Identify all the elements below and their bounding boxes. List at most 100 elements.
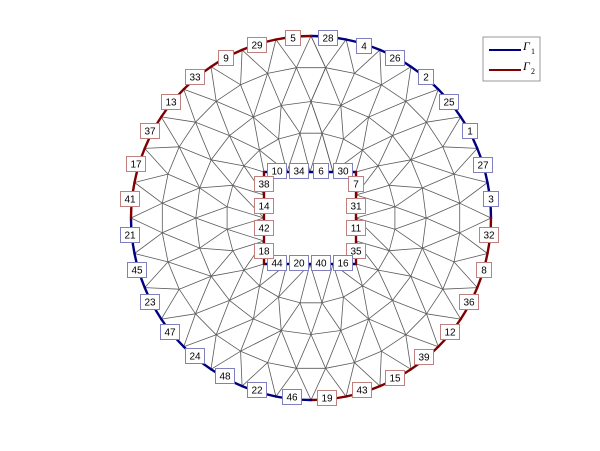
boundary-label-text: 31 [350, 202, 362, 213]
boundary-label-15: 15 [385, 370, 405, 386]
boundary-label-text: 27 [477, 161, 489, 172]
boundary-label-4: 4 [356, 38, 372, 54]
boundary-label-27: 27 [473, 157, 493, 173]
boundary-label-22: 22 [247, 382, 267, 398]
boundary-label-text: 35 [350, 247, 362, 258]
boundary-label-32: 32 [479, 227, 499, 243]
boundary-label-text: 12 [444, 328, 456, 339]
boundary-label-text: 23 [144, 298, 156, 309]
boundary-label-31: 31 [346, 198, 366, 214]
boundary-label-text: 8 [481, 266, 487, 277]
boundary-label-text: 26 [389, 54, 401, 65]
boundary-label-45: 45 [127, 262, 147, 278]
boundary-label-23: 23 [140, 294, 160, 310]
legend-label-gamma2: Γ [522, 59, 531, 73]
boundary-label-47: 47 [160, 324, 180, 340]
boundary-label-text: 45 [131, 266, 143, 277]
boundary-label-25: 25 [439, 94, 459, 110]
boundary-label-text: 40 [315, 259, 327, 270]
boundary-label-text: 7 [353, 180, 359, 191]
boundary-label-17: 17 [126, 156, 146, 172]
boundary-label-46: 46 [282, 389, 302, 405]
boundary-label-text: 43 [356, 386, 368, 397]
boundary-label-text: 6 [318, 167, 324, 178]
boundary-label-48: 48 [215, 368, 235, 384]
boundary-label-text: 20 [293, 259, 305, 270]
boundary-label-text: 4 [361, 42, 367, 53]
boundary-label-text: 22 [251, 386, 263, 397]
boundary-label-33: 33 [185, 69, 205, 85]
boundary-label-5: 5 [285, 30, 301, 46]
boundary-label-text: 46 [286, 393, 298, 404]
boundary-label-20: 20 [289, 255, 309, 271]
boundary-label-text: 5 [290, 34, 296, 45]
boundary-label-text: 9 [223, 54, 229, 65]
legend-box [482, 36, 541, 82]
boundary-label-7: 7 [348, 176, 364, 192]
boundary-label-24: 24 [185, 348, 205, 364]
boundary-label-text: 39 [418, 353, 430, 364]
boundary-label-12: 12 [440, 324, 460, 340]
boundary-label-13: 13 [161, 94, 181, 110]
boundary-label-40: 40 [311, 255, 331, 271]
boundary-label-text: 32 [483, 231, 495, 242]
boundary-label-text: 24 [189, 352, 201, 363]
boundary-label-text: 3 [488, 195, 494, 206]
legend-sub-gamma1: 1 [531, 47, 535, 56]
boundary-label-text: 36 [463, 298, 475, 309]
boundary-label-44: 44 [267, 255, 287, 271]
boundary-label-10: 10 [267, 163, 287, 179]
boundary-label-text: 33 [189, 73, 201, 84]
boundary-label-text: 10 [271, 167, 283, 178]
boundary-label-9: 9 [218, 50, 234, 66]
boundary-label-38: 38 [254, 176, 274, 192]
boundary-label-text: 18 [258, 247, 270, 258]
boundary-labels: 2842622512733283612391543194622482447234… [120, 30, 499, 406]
boundary-label-39: 39 [414, 349, 434, 365]
boundary-label-text: 48 [219, 372, 231, 383]
boundary-label-text: 21 [124, 231, 136, 242]
boundary-label-text: 16 [337, 259, 349, 270]
boundary-label-text: 41 [124, 195, 136, 206]
boundary-label-26: 26 [385, 50, 405, 66]
boundary-label-text: 29 [251, 41, 263, 52]
boundary-label-8: 8 [476, 262, 492, 278]
boundary-label-text: 1 [467, 127, 473, 138]
boundary-label-text: 30 [337, 167, 349, 178]
legend-sub-gamma2: 2 [531, 67, 535, 76]
boundary-label-text: 25 [443, 98, 455, 109]
boundary-label-text: 13 [165, 98, 177, 109]
boundary-label-text: 37 [144, 127, 156, 138]
boundary-label-text: 34 [293, 167, 305, 178]
boundary-label-1: 1 [462, 123, 478, 139]
boundary-label-text: 44 [271, 259, 283, 270]
boundary-label-28: 28 [318, 30, 338, 46]
boundary-label-30: 30 [333, 163, 353, 179]
legend: Γ 1 Γ 2 [482, 36, 541, 82]
boundary-label-text: 19 [321, 394, 333, 405]
boundary-label-41: 41 [120, 191, 140, 207]
boundary-label-43: 43 [352, 382, 372, 398]
boundary-label-text: 14 [258, 202, 270, 213]
boundary-label-19: 19 [317, 390, 337, 406]
boundary-label-text: 11 [351, 224, 362, 235]
boundary-label-36: 36 [459, 294, 479, 310]
boundary-label-42: 42 [254, 220, 274, 236]
boundary-label-29: 29 [247, 37, 267, 53]
boundary-label-text: 28 [322, 34, 334, 45]
boundary-label-text: 2 [423, 73, 429, 84]
boundary-label-text: 15 [389, 374, 401, 385]
boundary-curves [129, 34, 493, 402]
boundary-label-37: 37 [140, 123, 160, 139]
boundary-label-text: 38 [258, 180, 270, 191]
boundary-label-18: 18 [254, 243, 274, 259]
boundary-label-2: 2 [418, 69, 434, 85]
boundary-label-6: 6 [313, 163, 329, 179]
boundary-label-35: 35 [346, 243, 366, 259]
boundary-label-text: 42 [258, 224, 270, 235]
boundary-label-text: 47 [164, 328, 176, 339]
boundary-label-34: 34 [289, 163, 309, 179]
boundary-label-16: 16 [333, 255, 353, 271]
boundary-label-text: 17 [130, 160, 142, 171]
